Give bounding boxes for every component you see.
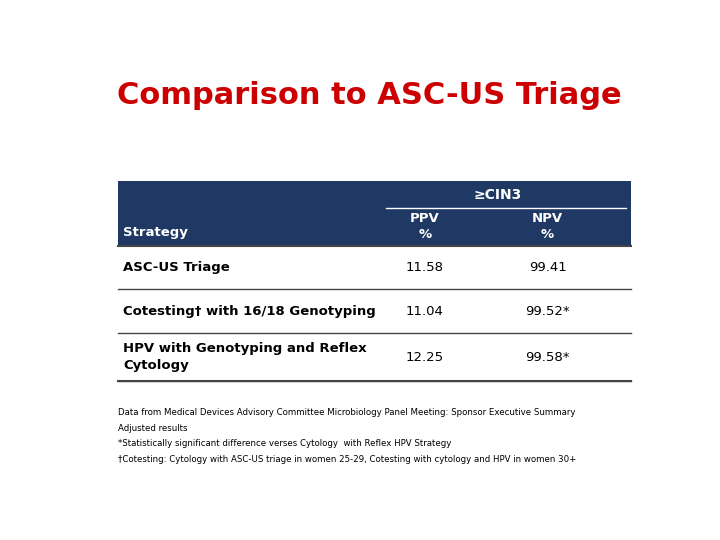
Text: 11.58: 11.58 <box>406 261 444 274</box>
Text: 99.41: 99.41 <box>528 261 567 274</box>
Text: 12.25: 12.25 <box>406 350 444 363</box>
Text: †Cotesting: Cytology with ASC-US triage in women 25-29, Cotesting with cytology : †Cotesting: Cytology with ASC-US triage … <box>118 455 576 464</box>
Text: 11.04: 11.04 <box>406 305 444 318</box>
Text: Cotesting† with 16/18 Genotyping: Cotesting† with 16/18 Genotyping <box>124 305 377 318</box>
Text: Adjusted results: Adjusted results <box>118 424 187 433</box>
Text: 99.58*: 99.58* <box>526 350 570 363</box>
Text: ≥CIN3: ≥CIN3 <box>473 188 521 202</box>
Text: HPV with Genotyping and Reflex
Cytology: HPV with Genotyping and Reflex Cytology <box>124 342 367 372</box>
Text: Comparison to ASC-US Triage: Comparison to ASC-US Triage <box>117 82 621 111</box>
Text: *Statistically significant difference verses Cytology  with Reflex HPV Strategy: *Statistically significant difference ve… <box>118 440 451 448</box>
Text: PPV
%: PPV % <box>410 212 440 241</box>
Text: 99.52*: 99.52* <box>526 305 570 318</box>
Text: NPV
%: NPV % <box>532 212 563 241</box>
Text: Data from Medical Devices Advisory Committee Microbiology Panel Meeting: Sponsor: Data from Medical Devices Advisory Commi… <box>118 408 575 417</box>
Text: ASC-US Triage: ASC-US Triage <box>124 261 230 274</box>
Text: Strategy: Strategy <box>124 226 189 239</box>
